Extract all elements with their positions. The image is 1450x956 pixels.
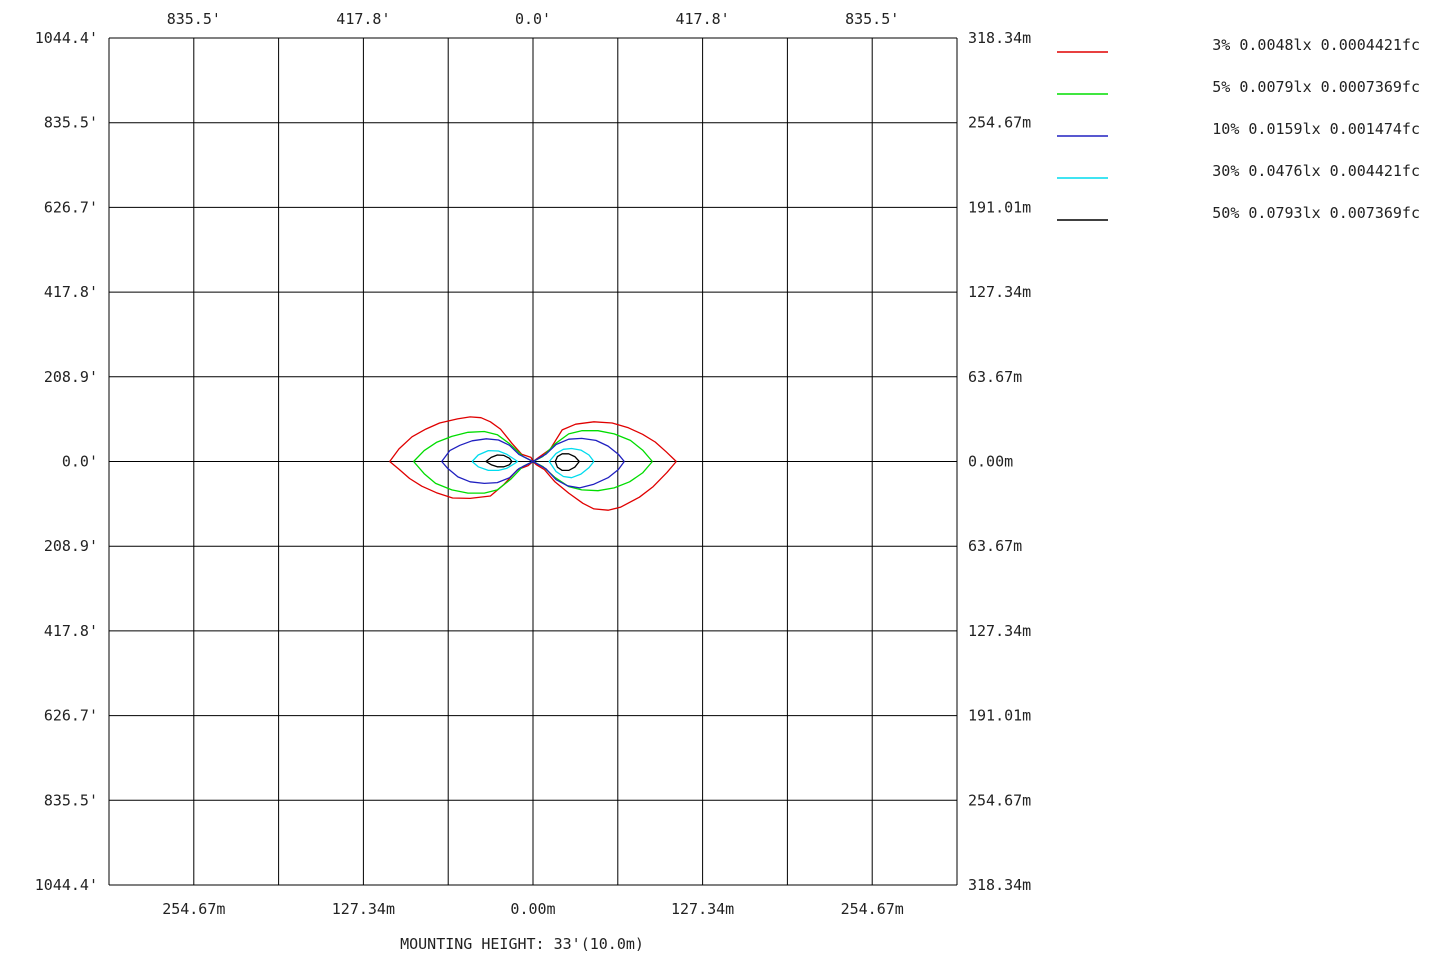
legend-label: 10% 0.0159lx 0.001474fc — [1212, 120, 1420, 138]
legend-label: 3% 0.0048lx 0.0004421fc — [1212, 36, 1420, 54]
y-tick-right-label: 318.34m — [968, 29, 1031, 47]
x-tick-bottom-label: 254.67m — [162, 900, 225, 918]
y-tick-right-label: 127.34m — [968, 283, 1031, 301]
x-tick-top-label: 0.0' — [515, 10, 551, 28]
isolux-curve-2-lobe-1 — [532, 437, 625, 489]
y-tick-left-label: 0.0' — [62, 453, 98, 471]
y-tick-right-label: 63.67m — [968, 368, 1022, 386]
isolux-curve-3-lobe-1 — [548, 447, 595, 479]
y-tick-right-label: 254.67m — [968, 791, 1031, 809]
mounting-height-label: MOUNTING HEIGHT: 33'(10.0m) — [400, 935, 644, 953]
x-tick-bottom-label: 0.00m — [510, 900, 555, 918]
x-tick-top-label: 417.8' — [336, 10, 390, 28]
legend: 3% 0.0048lx 0.0004421fc 5% 0.0079lx 0.000… — [1057, 36, 1420, 222]
y-tick-left-label: 208.9' — [44, 368, 98, 386]
y-tick-right-label: 127.34m — [968, 622, 1031, 640]
y-tick-right-label: 63.67m — [968, 537, 1022, 555]
y-tick-left-label: 626.7' — [44, 198, 98, 216]
y-tick-right-label: 191.01m — [968, 198, 1031, 216]
y-tick-left-label: 417.8' — [44, 622, 98, 640]
x-tick-bottom-label: 127.34m — [671, 900, 734, 918]
isolux-curve-0-lobe-1 — [532, 421, 677, 511]
y-tick-right-label: 0.00m — [968, 453, 1013, 471]
y-tick-left-label: 1044.4' — [35, 876, 98, 894]
y-tick-left-label: 417.8' — [44, 283, 98, 301]
legend-label: 50% 0.0793lx 0.007369fc — [1212, 204, 1420, 222]
y-tick-left-label: 626.7' — [44, 707, 98, 725]
x-tick-top-label: 417.8' — [676, 10, 730, 28]
chart-grid — [108, 37, 958, 886]
isolux-curves — [389, 416, 677, 511]
isolux-curve-0-lobe-0 — [389, 416, 534, 500]
isolux-curve-4-lobe-1 — [554, 453, 580, 472]
x-tick-top-label: 835.5' — [845, 10, 899, 28]
y-tick-right-label: 318.34m — [968, 876, 1031, 894]
isolux-curve-4-lobe-0 — [485, 454, 513, 468]
x-tick-bottom-label: 254.67m — [841, 900, 904, 918]
y-tick-left-label: 208.9' — [44, 537, 98, 555]
x-tick-top-label: 835.5' — [167, 10, 221, 28]
isolux-curve-3-lobe-0 — [471, 449, 519, 472]
y-tick-left-label: 835.5' — [44, 114, 98, 132]
y-tick-right-label: 191.01m — [968, 707, 1031, 725]
y-tick-right-label: 254.67m — [968, 114, 1031, 132]
legend-label: 30% 0.0476lx 0.004421fc — [1212, 162, 1420, 180]
x-tick-bottom-label: 127.34m — [332, 900, 395, 918]
y-tick-left-label: 835.5' — [44, 791, 98, 809]
legend-label: 5% 0.0079lx 0.0007369fc — [1212, 78, 1420, 96]
axis-tick-labels: 835.5' 417.8' 0.0' 417.8' 835.5' 254.67m 127.3… — [35, 10, 1031, 918]
y-tick-left-label: 1044.4' — [35, 29, 98, 47]
